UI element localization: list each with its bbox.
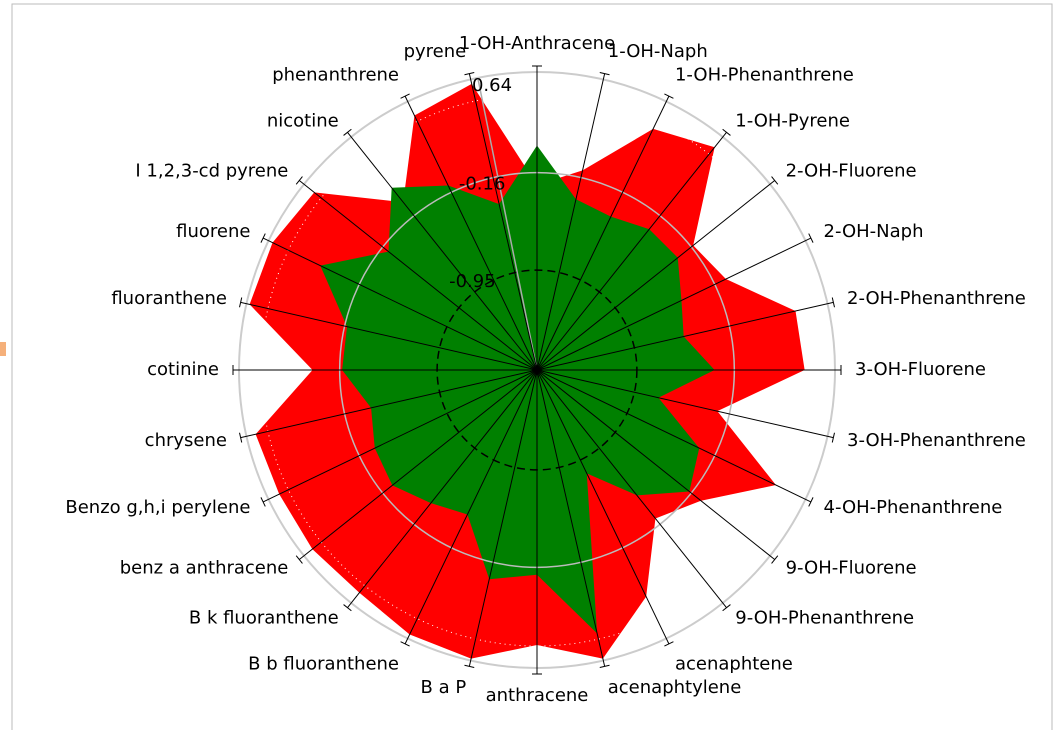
axis-line [536,237,812,371]
category-label: acenaphtylene [608,677,742,698]
axis-tick [771,176,779,185]
category-label: 2-OH-Phenanthrene [847,288,1026,309]
category-label: 4-OH-Phenanthrene [824,497,1003,518]
series-area [320,145,715,634]
axis-tick [260,233,266,243]
category-label: 3-OH-Fluorene [855,359,986,380]
axis-tick [808,233,814,243]
axis-line [536,73,606,371]
axis-tick [464,664,475,668]
category-label: pyrene [404,41,467,62]
axis-line [262,369,538,503]
axis-line [240,301,538,371]
axis-tick [771,555,779,564]
category-label: benz a anthracene [120,557,289,578]
category-label: nicotine [267,110,339,131]
axis-tick [260,497,266,507]
axis-line [536,369,834,439]
category-label: B a P [421,677,467,698]
axis-line [536,369,775,560]
category-label: 1-OH-Naph [608,41,708,62]
category-label: phenanthrene [272,64,399,85]
category-label: 3-OH-Phenanthrene [847,430,1026,451]
category-label: anthracene [486,685,589,706]
axis-line [536,369,727,608]
r-tick-label: -0.16 [459,174,506,195]
axis-tick [664,641,674,647]
axis-tick [831,432,835,443]
frame [11,3,1053,730]
axis-line [468,369,538,667]
axis-tick [400,641,410,647]
category-label: fluorene [176,221,250,242]
axis-tick [239,297,243,308]
axis-tick [343,604,352,612]
r-tick-label: -0.95 [449,271,496,292]
category-label: acenaphtene [675,654,793,675]
axis-tick [599,72,610,76]
side-marker [0,342,6,356]
category-label: 9-OH-Phenanthrene [735,608,914,629]
axis-line [240,369,538,439]
axis-line [404,369,538,645]
category-label: Benzo g,h,i perylene [65,497,250,518]
axis-line [299,369,538,560]
axis-tick [464,72,475,76]
axis-line [536,180,775,371]
category-label: fluoranthene [111,288,227,309]
axis-tick [239,432,243,443]
axis-tick [722,604,731,612]
axis-tick [599,664,610,668]
axis-line [536,132,727,371]
axis-line [536,301,834,371]
axis-tick [295,555,303,564]
axis-line [468,73,538,371]
category-label: 1-OH-Phenanthrene [675,64,854,85]
axis-tick [831,297,835,308]
axis-line [262,237,538,371]
axis-line [347,132,538,371]
r-tick-label: 0.64 [472,75,512,96]
axis-line [536,369,606,667]
category-label: B b fluoranthene [248,654,399,675]
axis-tick [295,176,303,185]
category-label: I 1,2,3-cd pyrene [135,161,288,182]
axis-line [347,369,538,608]
category-label: 9-OH-Fluorene [786,557,917,578]
axis-line [536,369,670,645]
category-label: cotinine [147,359,219,380]
axis-tick [400,93,410,99]
axis-line [536,369,812,503]
category-label: 2-OH-Naph [824,221,924,242]
category-label: 1-OH-Anthracene [459,33,615,54]
scale-axis [477,79,538,371]
axis-tick [722,128,731,136]
axis-tick [343,128,352,136]
axis-tick [808,497,814,507]
category-label: B k fluoranthene [189,608,339,629]
category-label: 1-OH-Pyrene [735,110,850,131]
category-label: 2-OH-Fluorene [786,161,917,182]
axis-line [404,95,538,371]
axis-tick [664,93,674,99]
category-label: chrysene [145,430,227,451]
axis-line [536,95,670,371]
axis-line [299,180,538,371]
